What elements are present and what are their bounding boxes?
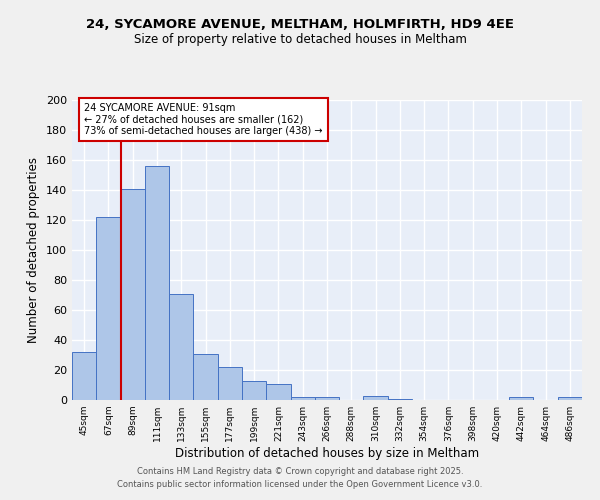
- Bar: [315, 397, 339, 400]
- Bar: [388, 398, 412, 400]
- Text: Contains HM Land Registry data © Crown copyright and database right 2025.: Contains HM Land Registry data © Crown c…: [137, 467, 463, 476]
- Bar: [558, 397, 582, 400]
- Bar: [509, 397, 533, 400]
- Bar: [96, 217, 121, 400]
- Bar: [218, 367, 242, 400]
- Text: 24, SYCAMORE AVENUE, MELTHAM, HOLMFIRTH, HD9 4EE: 24, SYCAMORE AVENUE, MELTHAM, HOLMFIRTH,…: [86, 18, 514, 30]
- Y-axis label: Number of detached properties: Number of detached properties: [28, 157, 40, 343]
- Bar: [193, 354, 218, 400]
- Bar: [242, 380, 266, 400]
- Bar: [169, 294, 193, 400]
- X-axis label: Distribution of detached houses by size in Meltham: Distribution of detached houses by size …: [175, 447, 479, 460]
- Bar: [121, 188, 145, 400]
- Bar: [266, 384, 290, 400]
- Bar: [364, 396, 388, 400]
- Text: 24 SYCAMORE AVENUE: 91sqm
← 27% of detached houses are smaller (162)
73% of semi: 24 SYCAMORE AVENUE: 91sqm ← 27% of detac…: [84, 103, 323, 136]
- Bar: [72, 352, 96, 400]
- Text: Contains public sector information licensed under the Open Government Licence v3: Contains public sector information licen…: [118, 480, 482, 489]
- Bar: [145, 166, 169, 400]
- Text: Size of property relative to detached houses in Meltham: Size of property relative to detached ho…: [134, 32, 466, 46]
- Bar: [290, 397, 315, 400]
